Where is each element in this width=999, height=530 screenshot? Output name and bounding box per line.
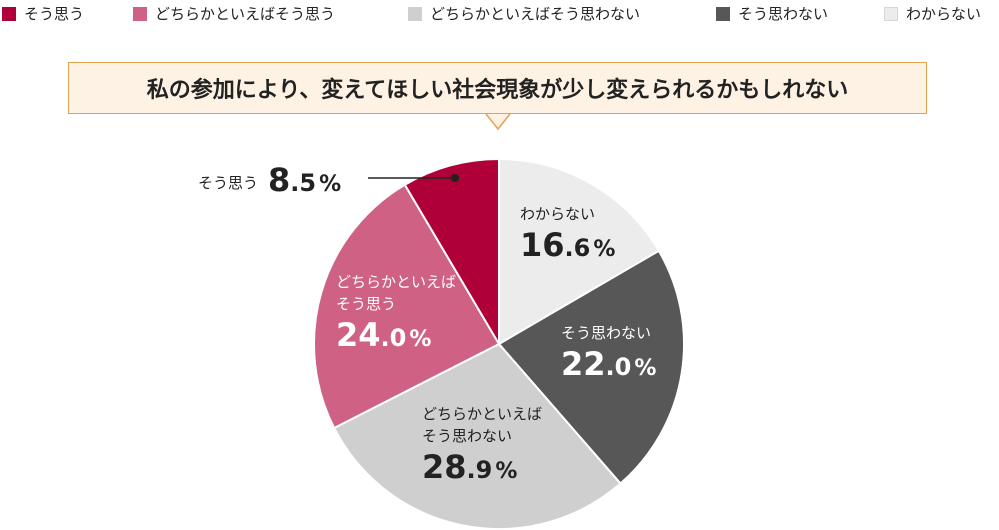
slice-label-category-line2: そう思わない [422, 427, 513, 445]
slice-label-dochiraka-sou-omowanai: どちらかといえば そう思わない 28.9% [422, 403, 542, 492]
legend-swatch [133, 6, 147, 21]
value-int: 22 [561, 345, 606, 383]
value-dec: .6 [564, 234, 591, 262]
pie-slice-4 [403, 157, 500, 348]
value-unit: % [319, 172, 342, 197]
slice-label-sou-omou: そう思う 8.5% [198, 160, 341, 205]
leader-dot [451, 174, 459, 182]
slice-label-category: そう思わない [561, 324, 652, 342]
value-unit: % [409, 327, 432, 352]
slice-label-category: そう思う [198, 173, 259, 192]
legend-label: どちらかといえばそう思う [155, 5, 336, 23]
legend-item-sou-omowanai: そう思わない [716, 3, 828, 24]
legend-label: どちらかといえばそう思わない [430, 5, 641, 23]
value-dec: .9 [466, 456, 493, 484]
value-unit: % [634, 356, 657, 381]
slice-label-value: 28.9% [422, 447, 542, 492]
legend-swatch [884, 6, 898, 21]
pie-slice-2 [332, 342, 622, 530]
legend-item-dochiraka-sou-omou: どちらかといえばそう思う [133, 3, 335, 24]
slice-label-category-line2: そう思う [336, 295, 397, 313]
slice-label-value: 22.0% [561, 344, 656, 389]
pie-slice-3 [313, 183, 501, 430]
legend-item-dochiraka-sou-omowanai: どちらかといえばそう思わない [408, 3, 640, 24]
slice-label-value: 8.5% [268, 160, 341, 205]
pie-slice-0 [498, 157, 661, 346]
title-pointer-outline [485, 113, 511, 131]
legend-item-wakaranai: わからない [884, 3, 981, 24]
slice-label-value: 24.0% [336, 315, 456, 360]
legend-label: そう思う [24, 5, 85, 23]
slice-label-value: 16.6% [520, 225, 615, 270]
legend-label: そう思わない [738, 5, 829, 23]
value-int: 16 [520, 226, 565, 264]
value-dec: .5 [290, 169, 317, 197]
slice-label-wakaranai: わからない 16.6% [520, 203, 615, 270]
value-unit: % [495, 459, 518, 484]
value-int: 8 [268, 161, 291, 199]
legend-swatch [408, 6, 422, 21]
slice-label-sou-omowanai: そう思わない 22.0% [561, 322, 656, 389]
legend-swatch [2, 6, 16, 21]
value-int: 24 [336, 316, 381, 354]
slice-label-category: どちらかといえば [336, 273, 457, 291]
legend: そう思う どちらかといえばそう思う どちらかといえばそう思わない そう思わない … [0, 0, 999, 26]
value-int: 28 [422, 448, 467, 486]
chart-title: 私の参加により、変えてほしい社会現象が少し変えられるかもしれない [68, 62, 927, 114]
legend-item-sou-omou: そう思う [2, 3, 84, 24]
value-dec: .0 [605, 353, 632, 381]
legend-label: わからない [906, 5, 982, 23]
slice-label-dochiraka-sou-omou: どちらかといえば そう思う 24.0% [336, 271, 456, 360]
value-unit: % [593, 237, 616, 262]
pie-slice-1 [497, 249, 685, 485]
title-pointer [486, 114, 510, 129]
slice-label-category: わからない [520, 205, 596, 223]
legend-swatch [716, 6, 730, 21]
slice-label-category: どちらかといえば [422, 405, 543, 423]
value-dec: .0 [380, 324, 407, 352]
